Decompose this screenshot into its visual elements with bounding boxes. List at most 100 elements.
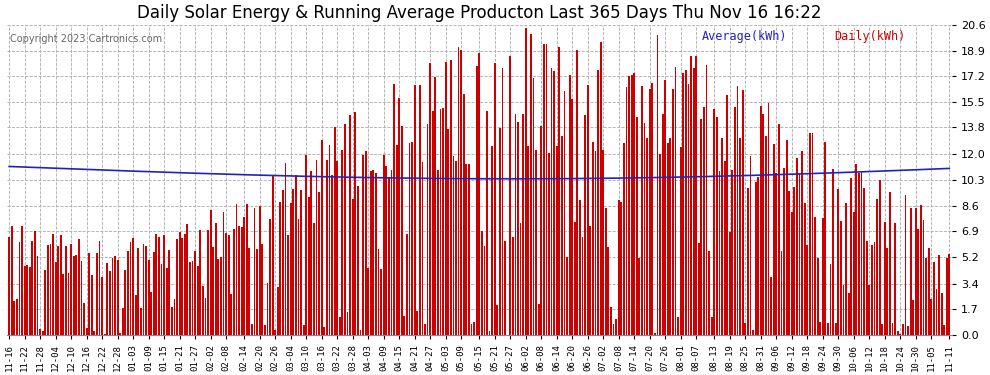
Bar <box>401 126 403 335</box>
Bar <box>404 316 405 335</box>
Bar <box>109 271 111 335</box>
Bar <box>695 56 697 335</box>
Bar <box>788 191 790 335</box>
Bar <box>362 154 364 335</box>
Bar <box>520 224 522 335</box>
Bar <box>701 118 702 335</box>
Bar <box>16 299 18 335</box>
Bar <box>595 151 596 335</box>
Bar <box>555 146 557 335</box>
Bar <box>820 322 821 335</box>
Bar <box>541 126 543 335</box>
Bar <box>218 260 219 335</box>
Bar <box>737 86 739 335</box>
Bar <box>907 326 909 335</box>
Bar <box>928 248 930 335</box>
Bar <box>287 235 289 335</box>
Bar <box>171 307 173 335</box>
Bar <box>852 212 854 335</box>
Bar <box>550 68 552 335</box>
Bar <box>791 211 793 335</box>
Bar <box>943 325 945 335</box>
Bar <box>858 173 860 335</box>
Bar <box>576 50 578 335</box>
Bar <box>146 246 147 335</box>
Bar <box>543 44 545 335</box>
Bar <box>176 239 178 335</box>
Bar <box>499 128 501 335</box>
Bar <box>205 297 206 335</box>
Bar <box>173 299 175 335</box>
Bar <box>140 308 142 335</box>
Bar <box>133 238 134 335</box>
Bar <box>478 53 480 335</box>
Bar <box>752 330 754 335</box>
Bar <box>850 178 852 335</box>
Bar <box>920 204 922 335</box>
Bar <box>558 47 560 335</box>
Bar <box>682 72 684 335</box>
Bar <box>845 203 846 335</box>
Bar <box>648 89 650 335</box>
Bar <box>422 162 424 335</box>
Bar <box>608 247 609 335</box>
Bar <box>14 301 15 335</box>
Bar <box>393 84 395 335</box>
Bar <box>300 190 302 335</box>
Bar <box>659 154 661 335</box>
Bar <box>767 104 769 335</box>
Bar <box>646 138 648 335</box>
Bar <box>220 258 222 335</box>
Bar <box>528 146 530 335</box>
Bar <box>672 89 674 335</box>
Bar <box>600 42 602 335</box>
Bar <box>762 114 764 335</box>
Bar <box>833 170 834 335</box>
Bar <box>390 170 392 335</box>
Bar <box>568 75 570 335</box>
Bar <box>786 140 787 335</box>
Bar <box>496 305 498 335</box>
Bar <box>902 324 904 335</box>
Bar <box>346 312 348 335</box>
Bar <box>879 180 880 335</box>
Bar <box>822 218 824 335</box>
Bar <box>698 243 700 335</box>
Bar <box>760 106 761 335</box>
Bar <box>120 333 121 335</box>
Bar <box>494 63 496 335</box>
Bar <box>873 242 875 335</box>
Bar <box>747 188 748 335</box>
Bar <box>871 244 873 335</box>
Bar <box>602 150 604 335</box>
Bar <box>233 229 235 335</box>
Bar <box>455 161 457 335</box>
Bar <box>489 331 490 335</box>
Bar <box>827 323 829 335</box>
Bar <box>101 277 103 335</box>
Bar <box>114 256 116 335</box>
Bar <box>778 124 780 335</box>
Bar <box>406 234 408 335</box>
Bar <box>445 62 446 335</box>
Bar <box>231 294 233 335</box>
Bar <box>897 332 899 335</box>
Bar <box>706 64 708 335</box>
Bar <box>515 114 517 335</box>
Bar <box>809 133 811 335</box>
Bar <box>504 241 506 335</box>
Bar <box>693 69 695 335</box>
Bar <box>261 244 263 335</box>
Bar <box>303 324 305 335</box>
Bar <box>42 331 44 335</box>
Bar <box>282 190 284 335</box>
Bar <box>940 293 942 335</box>
Bar <box>316 160 318 335</box>
Bar <box>757 177 759 335</box>
Bar <box>775 173 777 335</box>
Bar <box>656 34 658 335</box>
Bar <box>571 99 573 335</box>
Bar <box>636 117 638 335</box>
Bar <box>189 262 191 335</box>
Bar <box>840 221 842 335</box>
